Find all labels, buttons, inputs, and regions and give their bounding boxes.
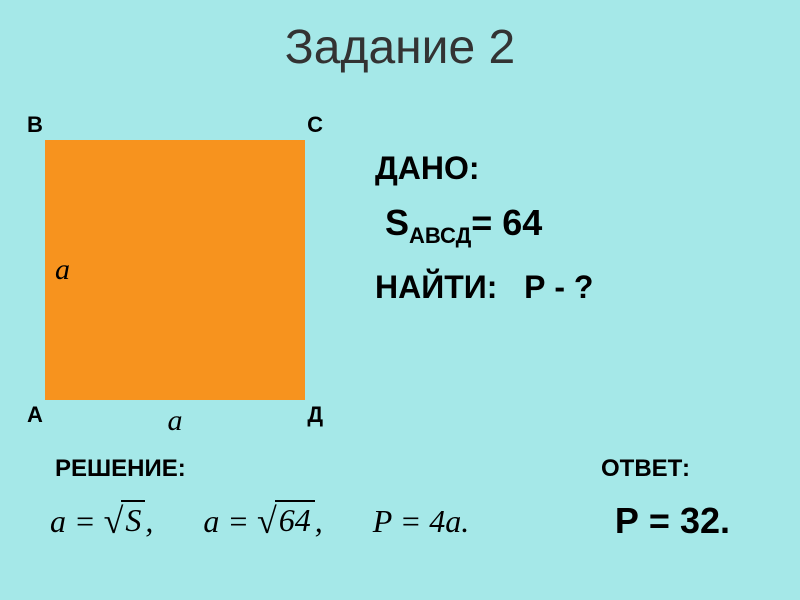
sqrt-1: √ S (104, 500, 146, 542)
formula-row: a = √ S , a = √ 64 , P = 4a. (50, 500, 469, 542)
sqrt-1-content: S (121, 500, 145, 539)
find-section: НАЙТИ: Р - ? (375, 269, 593, 306)
find-label: НАЙТИ: (375, 269, 497, 305)
given-label: ДАНО: (375, 150, 593, 187)
find-question: Р - ? (524, 269, 593, 305)
formula-2-left: a = (203, 503, 249, 540)
formula-3: P = 4a. (373, 503, 470, 540)
given-variable: S (385, 202, 409, 243)
vertex-label-a: А (27, 402, 43, 428)
square-shape: В С А Д a a (45, 140, 305, 400)
given-section: ДАНО: SАВСД= 64 НАЙТИ: Р - ? (375, 150, 593, 306)
square-diagram: В С А Д a a (45, 140, 305, 400)
answer-label: ОТВЕТ: (601, 455, 690, 483)
vertex-label-d: Д (307, 402, 323, 428)
answer-value: Р = 32. (615, 500, 730, 542)
formula-2: a = √ 64 , (203, 500, 322, 542)
sqrt-2-content: 64 (275, 500, 315, 539)
formula-2-end: , (315, 503, 323, 540)
formula-1: a = √ S , (50, 500, 153, 542)
sqrt-2: √ 64 (257, 500, 315, 542)
given-formula: SАВСД= 64 (375, 202, 593, 249)
side-label-bottom: a (168, 404, 183, 438)
formula-1-left: a = (50, 503, 96, 540)
solution-label: РЕШЕНИЕ: (55, 455, 186, 483)
formula-1-end: , (145, 503, 153, 540)
side-label-left: a (55, 253, 70, 287)
vertex-label-c: С (307, 112, 323, 138)
given-subscript: АВСД (409, 223, 471, 248)
vertex-label-b: В (27, 112, 43, 138)
given-value: = 64 (471, 202, 542, 243)
task-title: Задание 2 (0, 0, 800, 75)
